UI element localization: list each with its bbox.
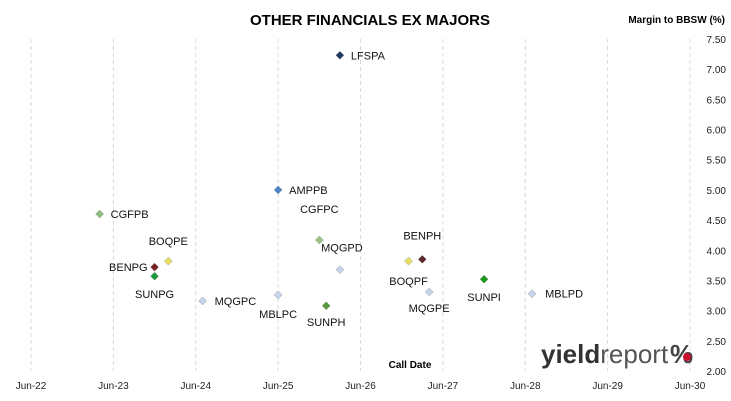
y-tick-label: 3.50 [707,276,727,287]
x-axis-title: Call Date [389,360,432,371]
point-boqpe-label: BOQPE [149,236,188,248]
y-tick-label: 2.00 [707,367,727,378]
logo-percent-symbol: % [670,339,693,369]
point-benph-marker [418,255,427,264]
x-tick-labels: Jun-22 Jun-23 Jun-24 Jun-25 Jun-26 Jun-27 Jun-… [16,381,706,392]
point-boqpf-label: BOQPF [389,276,428,288]
point-mblpc-marker [273,290,283,300]
point-amppb-marker [273,185,283,195]
logo-text-bold: yield [541,339,600,369]
logo-red-dot [683,353,691,361]
y-tick-labels: 2.00 2.50 3.00 3.50 4.00 4.50 5.00 5.50 6.00 6.50… [707,35,727,378]
yieldreport-logo: yieldreport % [541,339,693,369]
point-sunph-label: SUNPH [307,317,346,329]
point-mqgpe-marker [424,287,434,297]
x-tick-label: Jun-24 [180,381,211,392]
point-cgfpb-marker [95,209,104,219]
point-mblpd-label: MBLPD [545,289,583,301]
point-mqgpc-label: MQGPC [215,296,257,308]
point-mqgpc-marker [198,296,207,306]
point-boqpe-marker [164,256,173,266]
point-boqpf-marker [404,256,413,266]
x-tick-label: Jun-28 [510,381,541,392]
y-tick-label: 5.50 [707,156,727,167]
point-lfspa-label: LFSPA [351,50,386,62]
x-tick-label: Jun-25 [263,381,294,392]
point-mblpc-label: MBLPC [259,309,297,321]
point-mblpd-marker [527,289,537,298]
point-sunph-marker [321,301,331,311]
svg-text:yieldreport: yieldreport [541,339,669,369]
y-tick-label: 2.50 [707,337,727,348]
x-tick-label: Jun-23 [98,381,129,392]
point-amppb-label: AMPPB [289,185,328,197]
x-tick-label: Jun-30 [675,381,706,392]
point-cgfpb-label: CGFPB [111,209,149,221]
y-tick-label: 7.50 [707,35,727,46]
point-sunpg-label: SUNPG [135,289,174,301]
point-mqgpd-label: MQGPD [321,243,363,255]
logo-text-light: report [600,339,669,369]
x-tick-label: Jun-29 [592,381,623,392]
data-points: LFSPA AMPPB CGFPB CGFPC BENPH BOQPF BOQPE MQGPD… [95,50,583,329]
grid-lines [30,39,691,371]
point-mqgpd-marker [335,265,345,274]
y-tick-label: 7.00 [707,65,727,76]
y-tick-label: 6.50 [707,95,727,106]
point-sunpi-label: SUNPI [467,292,501,304]
chart-title: OTHER FINANCIALS EX MAJORS [250,12,490,29]
point-benpg-label: BENPG [109,262,148,274]
y-tick-label: 3.00 [707,307,727,318]
x-tick-label: Jun-26 [345,381,376,392]
point-mqgpe-label: MQGPE [409,303,450,315]
point-cgfpc-marker [315,235,324,245]
point-lfspa-marker [335,51,345,60]
x-tick-label: Jun-22 [16,381,47,392]
point-sunpg-marker [150,272,159,281]
point-benpg-marker [150,262,159,272]
y-axis-title: Margin to BBSW (%) [628,15,725,26]
y-tick-label: 4.50 [707,216,727,227]
point-sunpi-marker [479,275,489,284]
point-cgfpc-label: CGFPC [300,204,339,216]
x-tick-label: Jun-27 [428,381,459,392]
y-tick-label: 5.00 [707,186,727,197]
point-benph-label: BENPH [403,230,441,242]
y-tick-label: 4.00 [707,246,727,257]
y-tick-label: 6.00 [707,126,727,137]
